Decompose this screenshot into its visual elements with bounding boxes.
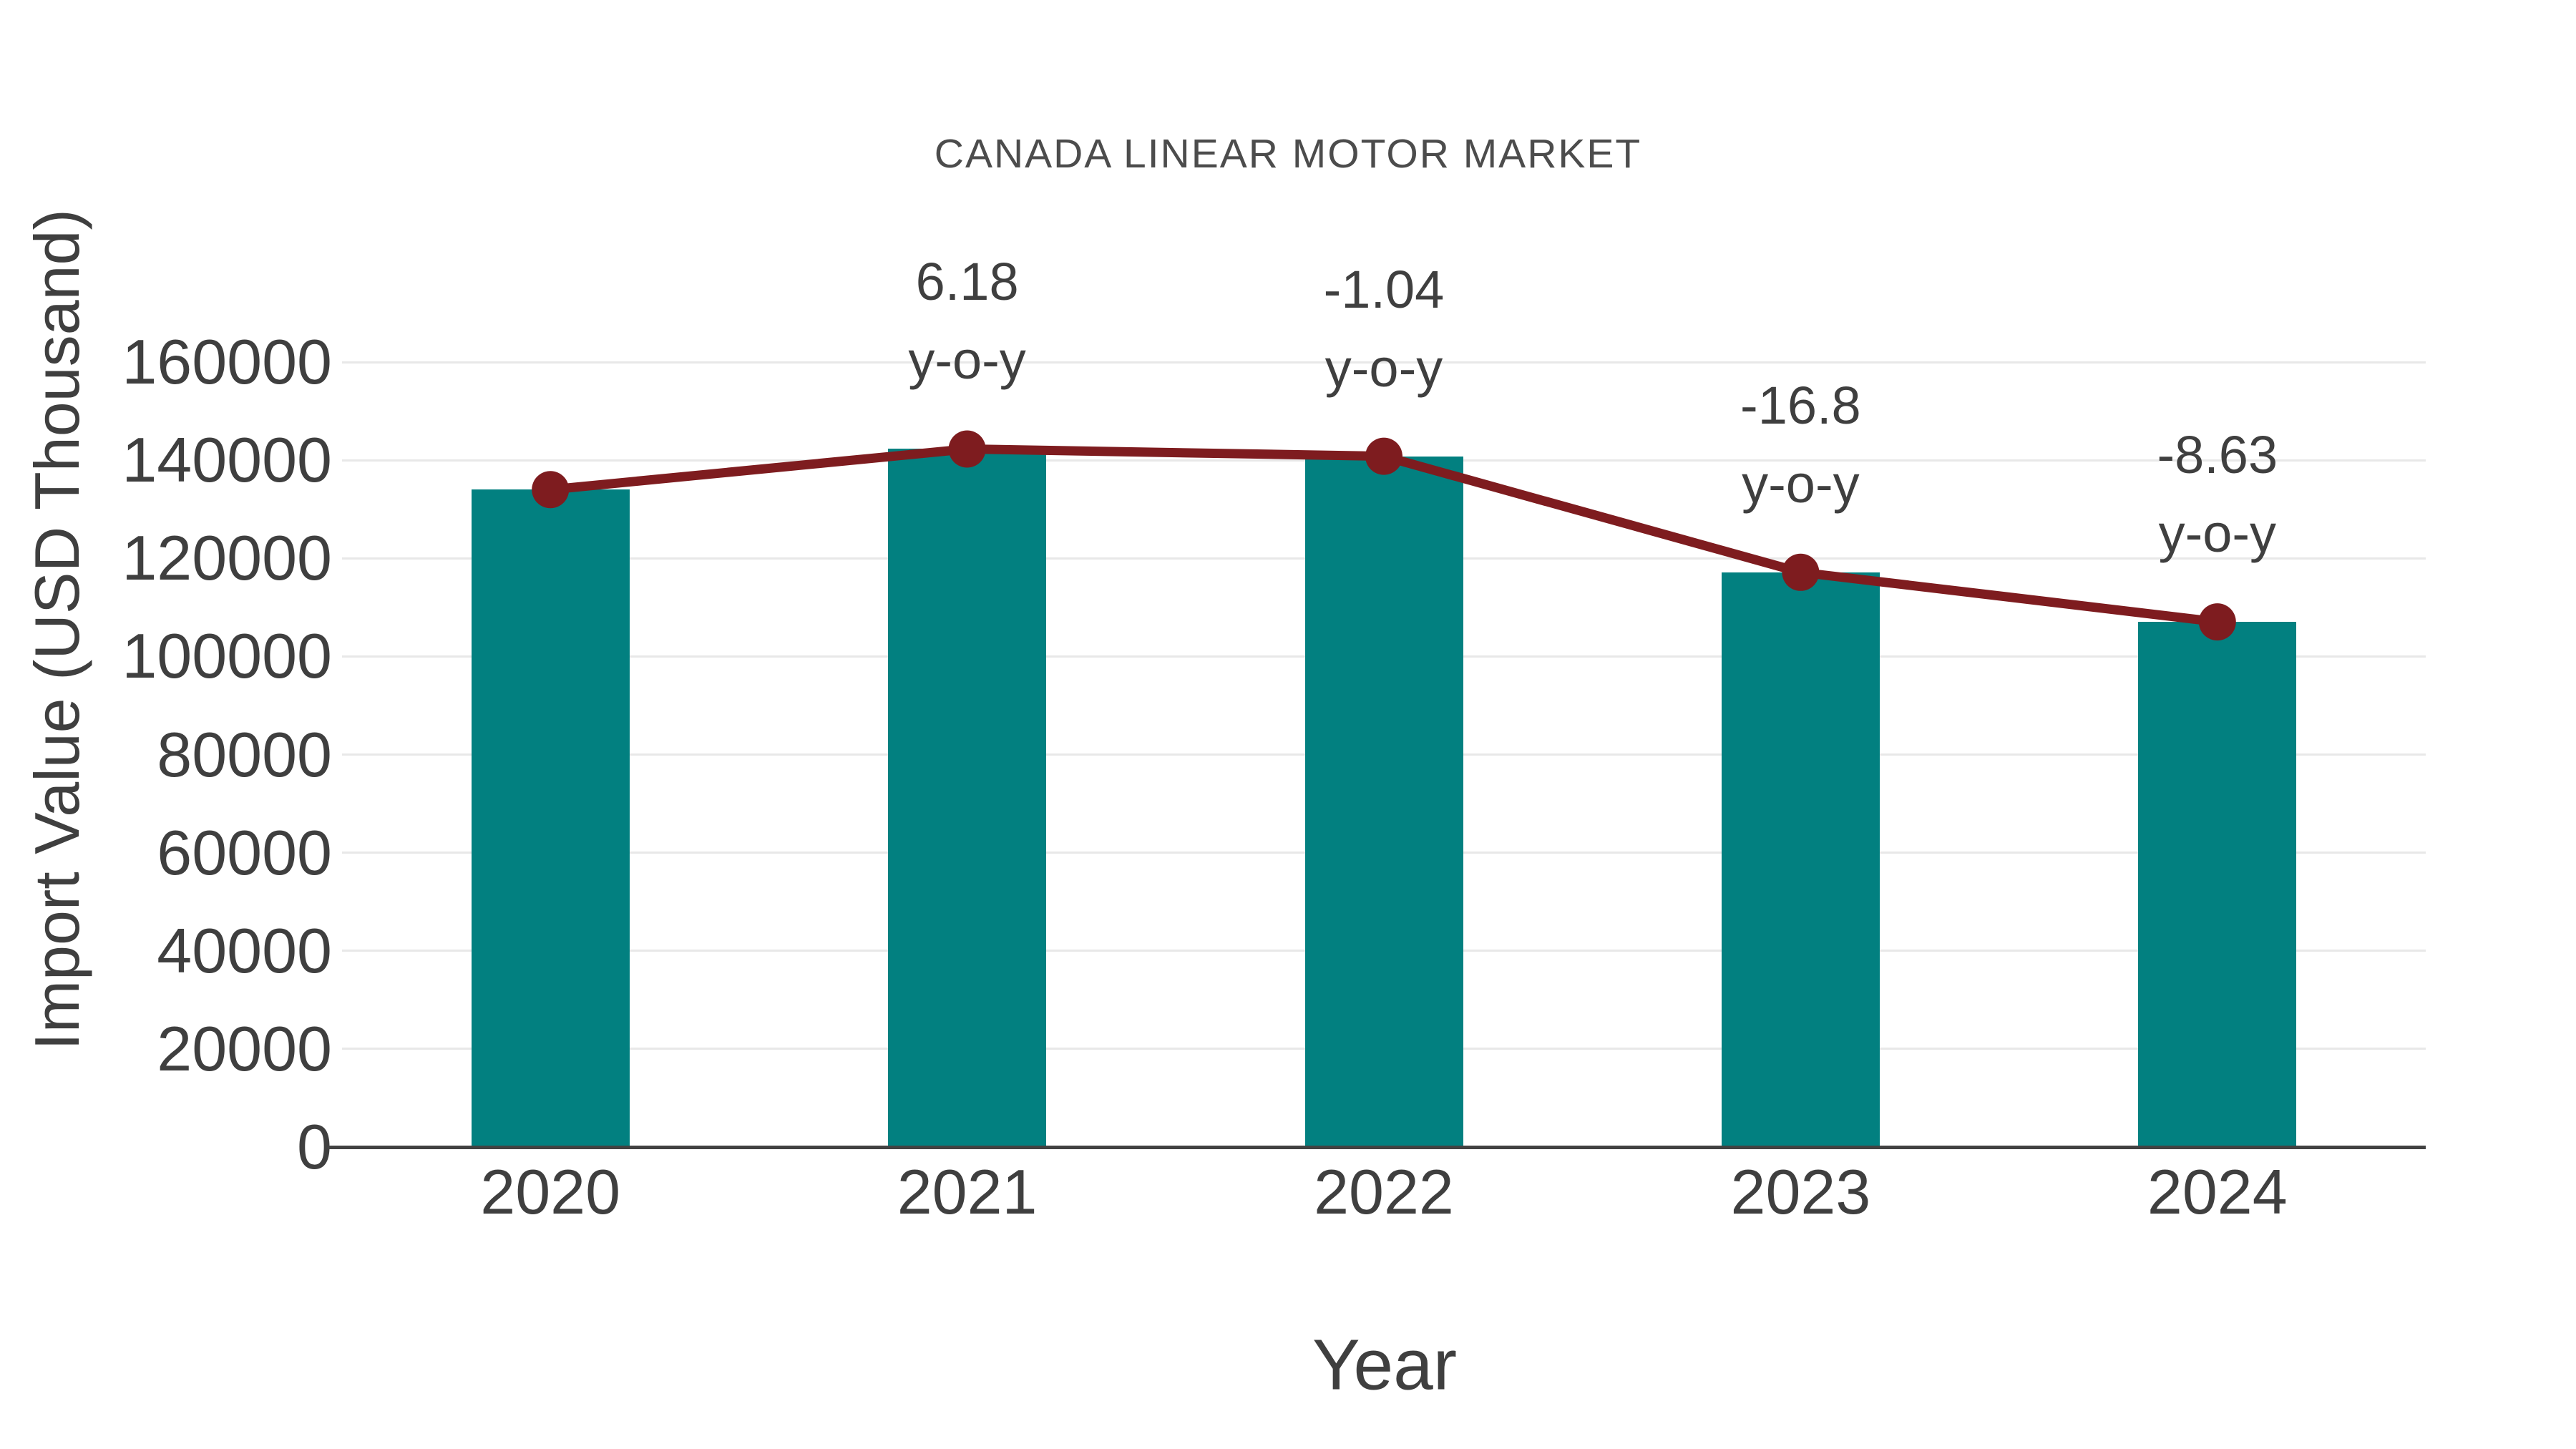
- x-tick-label-2021: 2021: [897, 1156, 1038, 1227]
- annotation-suffix: y-o-y: [2158, 504, 2277, 564]
- annotation-2021: 6.18 y-o-y: [767, 243, 1168, 400]
- x-tick-label-2024: 2024: [2147, 1156, 2288, 1227]
- data-point-marker-2021: [948, 430, 986, 468]
- annotation-suffix: y-o-y: [908, 331, 1026, 391]
- y-tick-label: 20000: [157, 1013, 332, 1084]
- x-axis-title: Year: [1312, 1324, 1458, 1405]
- bar-2024: [2138, 622, 2297, 1147]
- annotation-value: -8.63: [2157, 425, 2278, 485]
- y-tick-label: 40000: [157, 914, 332, 986]
- annotation-suffix: y-o-y: [1742, 454, 1860, 514]
- annotation-suffix: y-o-y: [1324, 338, 1443, 398]
- annotation-2022: -1.04 y-o-y: [1184, 250, 1584, 408]
- annotation-2023: -16.8 y-o-y: [1600, 366, 2001, 524]
- annotation-2024: -8.63 y-o-y: [2017, 416, 2418, 573]
- y-tick-label: 80000: [157, 718, 332, 790]
- annotation-value: -16.8: [1740, 375, 1861, 435]
- annotation-value: 6.18: [915, 252, 1019, 312]
- y-tick-label: 160000: [122, 326, 332, 397]
- y-tick-label: 100000: [122, 620, 332, 692]
- gridline: [342, 361, 2426, 364]
- bar-2021: [888, 449, 1047, 1147]
- bar-2020: [471, 489, 630, 1147]
- data-point-marker-2023: [1782, 553, 1820, 591]
- x-tick-label-2020: 2020: [480, 1156, 621, 1227]
- y-tick-label: 140000: [122, 424, 332, 496]
- annotation-value: -1.04: [1323, 259, 1445, 319]
- x-axis-line: [328, 1145, 2426, 1149]
- data-point-marker-2024: [2198, 603, 2236, 641]
- data-point-marker-2020: [532, 471, 570, 509]
- data-point-marker-2022: [1365, 437, 1402, 475]
- bar-2023: [1721, 572, 1880, 1147]
- x-tick-label-2023: 2023: [1730, 1156, 1871, 1227]
- chart-title: CANADA LINEAR MOTOR MARKET: [934, 131, 1642, 177]
- y-tick-label: 0: [297, 1111, 332, 1182]
- x-tick-label-2022: 2022: [1314, 1156, 1454, 1227]
- y-tick-label: 120000: [122, 522, 332, 594]
- y-tick-label: 60000: [157, 816, 332, 888]
- bar-2022: [1304, 456, 1463, 1147]
